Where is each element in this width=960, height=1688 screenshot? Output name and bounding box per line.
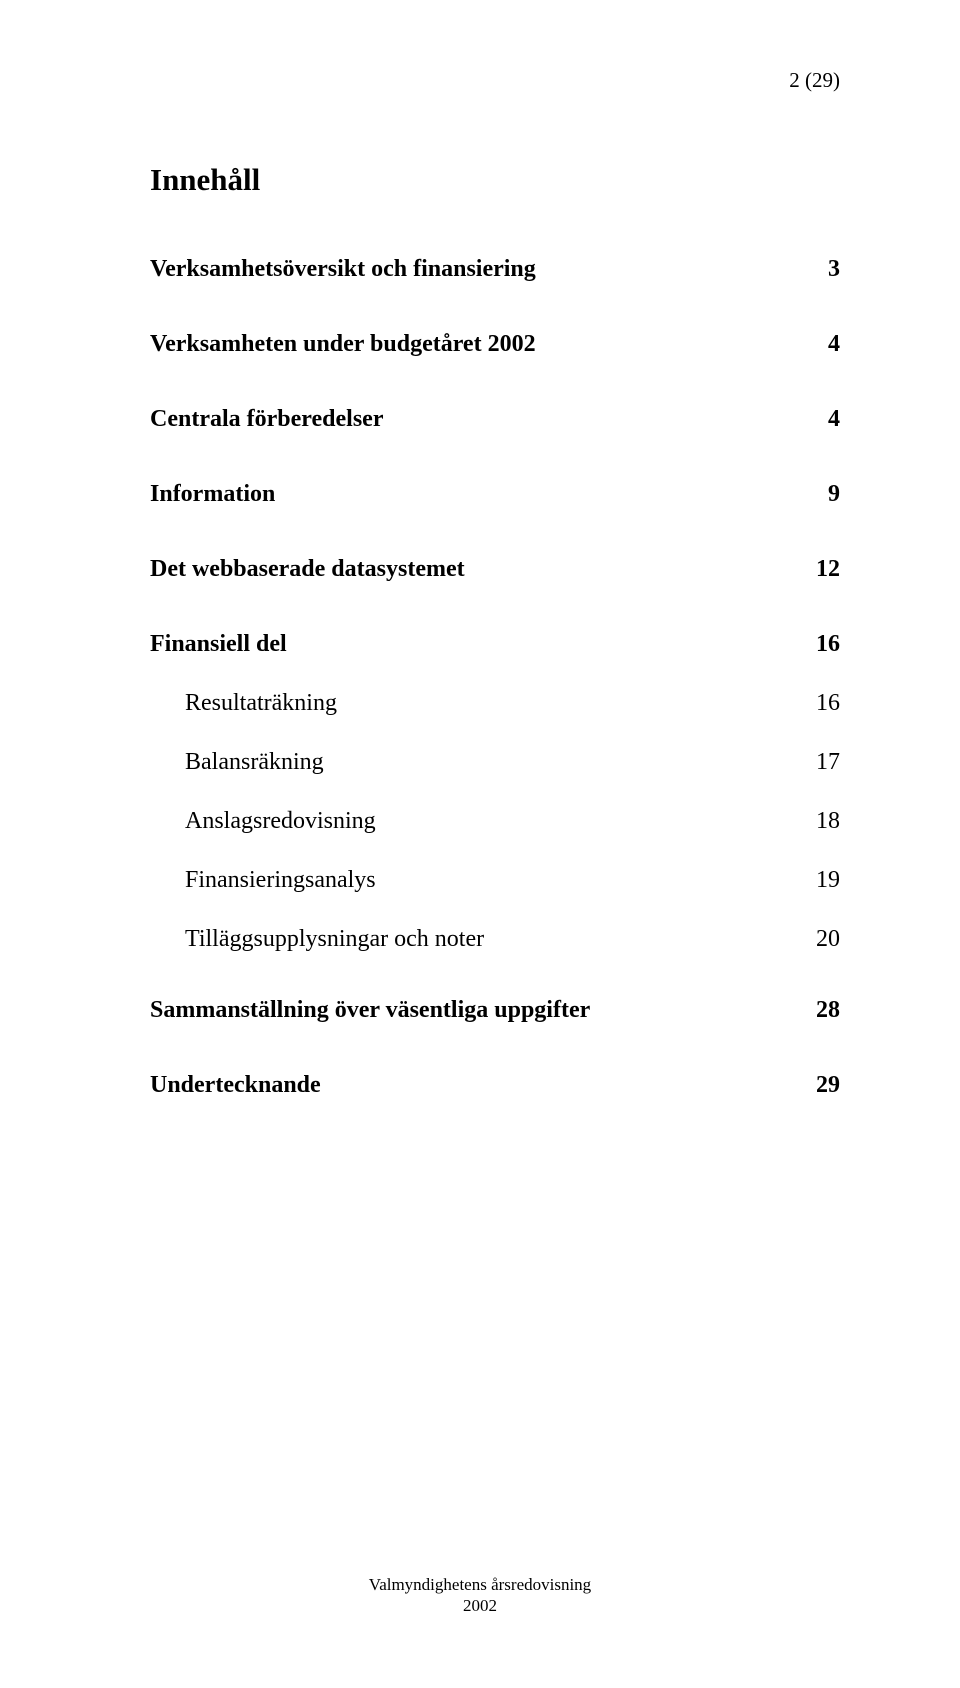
toc-row: Undertecknande29 xyxy=(150,1072,840,1099)
toc-label: Anslagsredovisning xyxy=(150,808,800,835)
toc-label: Tilläggsupplysningar och noter xyxy=(150,926,800,953)
toc-page-number: 16 xyxy=(800,690,840,717)
toc-page-number: 4 xyxy=(800,406,840,433)
toc-page-number: 18 xyxy=(800,808,840,835)
toc-row: Anslagsredovisning18 xyxy=(150,808,840,835)
toc-label: Finansieringsanalys xyxy=(150,867,800,894)
toc-page-number: 3 xyxy=(800,256,840,283)
toc-row: Det webbaserade datasystemet12 xyxy=(150,556,840,583)
toc-page-number: 9 xyxy=(800,481,840,508)
toc-row: Information9 xyxy=(150,481,840,508)
toc-label: Verksamhetsöversikt och finansiering xyxy=(150,256,800,283)
toc-label: Balansräkning xyxy=(150,749,800,776)
toc-row: Verksamhetsöversikt och finansiering3 xyxy=(150,256,840,283)
toc-row: Centrala förberedelser4 xyxy=(150,406,840,433)
toc-label: Centrala förberedelser xyxy=(150,406,800,433)
toc-page-number: 12 xyxy=(800,556,840,583)
toc-label: Sammanställning över väsentliga uppgifte… xyxy=(150,997,800,1024)
footer-line-2: 2002 xyxy=(0,1595,960,1616)
toc-page-number: 17 xyxy=(800,749,840,776)
toc-page-number: 16 xyxy=(800,631,840,658)
toc-row: Verksamheten under budgetåret 20024 xyxy=(150,331,840,358)
document-page: 2 (29) Innehåll Verksamhetsöversikt och … xyxy=(0,0,960,1688)
toc-page-number: 29 xyxy=(800,1072,840,1099)
toc-label: Resultaträkning xyxy=(150,690,800,717)
toc-page-number: 28 xyxy=(800,997,840,1024)
toc-label: Finansiell del xyxy=(150,631,800,658)
footer-line-1: Valmyndighetens årsredovisning xyxy=(0,1574,960,1595)
table-of-contents: Verksamhetsöversikt och finansiering3Ver… xyxy=(150,256,840,1099)
toc-row: Finansiell del16 xyxy=(150,631,840,658)
toc-heading: Innehåll xyxy=(150,162,840,198)
toc-row: Tilläggsupplysningar och noter20 xyxy=(150,926,840,953)
toc-label: Det webbaserade datasystemet xyxy=(150,556,800,583)
toc-row: Resultaträkning16 xyxy=(150,690,840,717)
toc-page-number: 19 xyxy=(800,867,840,894)
toc-label: Information xyxy=(150,481,800,508)
toc-page-number: 4 xyxy=(800,331,840,358)
toc-row: Sammanställning över väsentliga uppgifte… xyxy=(150,997,840,1024)
page-footer: Valmyndighetens årsredovisning 2002 xyxy=(0,1574,960,1617)
toc-label: Verksamheten under budgetåret 2002 xyxy=(150,331,800,358)
toc-row: Finansieringsanalys19 xyxy=(150,867,840,894)
toc-label: Undertecknande xyxy=(150,1072,800,1099)
toc-page-number: 20 xyxy=(800,926,840,953)
page-number: 2 (29) xyxy=(789,68,840,93)
toc-row: Balansräkning17 xyxy=(150,749,840,776)
